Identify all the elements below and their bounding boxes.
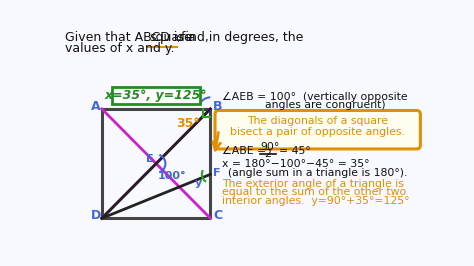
- Text: The diagonals of a square: The diagonals of a square: [247, 116, 388, 126]
- Text: ∠AEB = 100°  (vertically opposite: ∠AEB = 100° (vertically opposite: [222, 92, 408, 102]
- Text: 2: 2: [264, 149, 272, 159]
- Text: (angle sum in a triangle is 180°).: (angle sum in a triangle is 180°).: [228, 168, 408, 178]
- Text: square: square: [149, 31, 192, 44]
- Text: 35°: 35°: [176, 117, 200, 130]
- Text: E: E: [146, 154, 154, 164]
- FancyBboxPatch shape: [215, 110, 420, 149]
- Text: The exterior angle of a triangle is: The exterior angle of a triangle is: [222, 179, 404, 189]
- Text: y: y: [195, 178, 202, 188]
- Text: F: F: [213, 168, 221, 178]
- Text: 90°: 90°: [261, 143, 280, 152]
- Text: angles are congruent): angles are congruent): [264, 100, 385, 110]
- Text: equal to the sum of the other two: equal to the sum of the other two: [222, 187, 406, 197]
- Text: C: C: [213, 209, 223, 222]
- Text: interior angles.  y=90°+35°=125°: interior angles. y=90°+35°=125°: [222, 196, 410, 206]
- Text: A: A: [91, 100, 100, 113]
- Text: = 45°: = 45°: [279, 146, 311, 156]
- Text: B: B: [213, 100, 222, 113]
- Text: Given that ABCD is a: Given that ABCD is a: [65, 31, 200, 44]
- Text: ,find,in degrees, the: ,find,in degrees, the: [177, 31, 303, 44]
- Text: bisect a pair of opposite angles.: bisect a pair of opposite angles.: [230, 127, 405, 137]
- Text: x=35°, y=125°: x=35°, y=125°: [105, 89, 208, 102]
- Text: D: D: [91, 209, 101, 222]
- FancyBboxPatch shape: [112, 87, 201, 103]
- Text: values of x and y.: values of x and y.: [65, 42, 175, 55]
- Text: ∠ABE =: ∠ABE =: [222, 146, 270, 156]
- Text: x = 180°−100°−45° = 35°: x = 180°−100°−45° = 35°: [222, 159, 370, 169]
- Text: 100°: 100°: [158, 171, 186, 181]
